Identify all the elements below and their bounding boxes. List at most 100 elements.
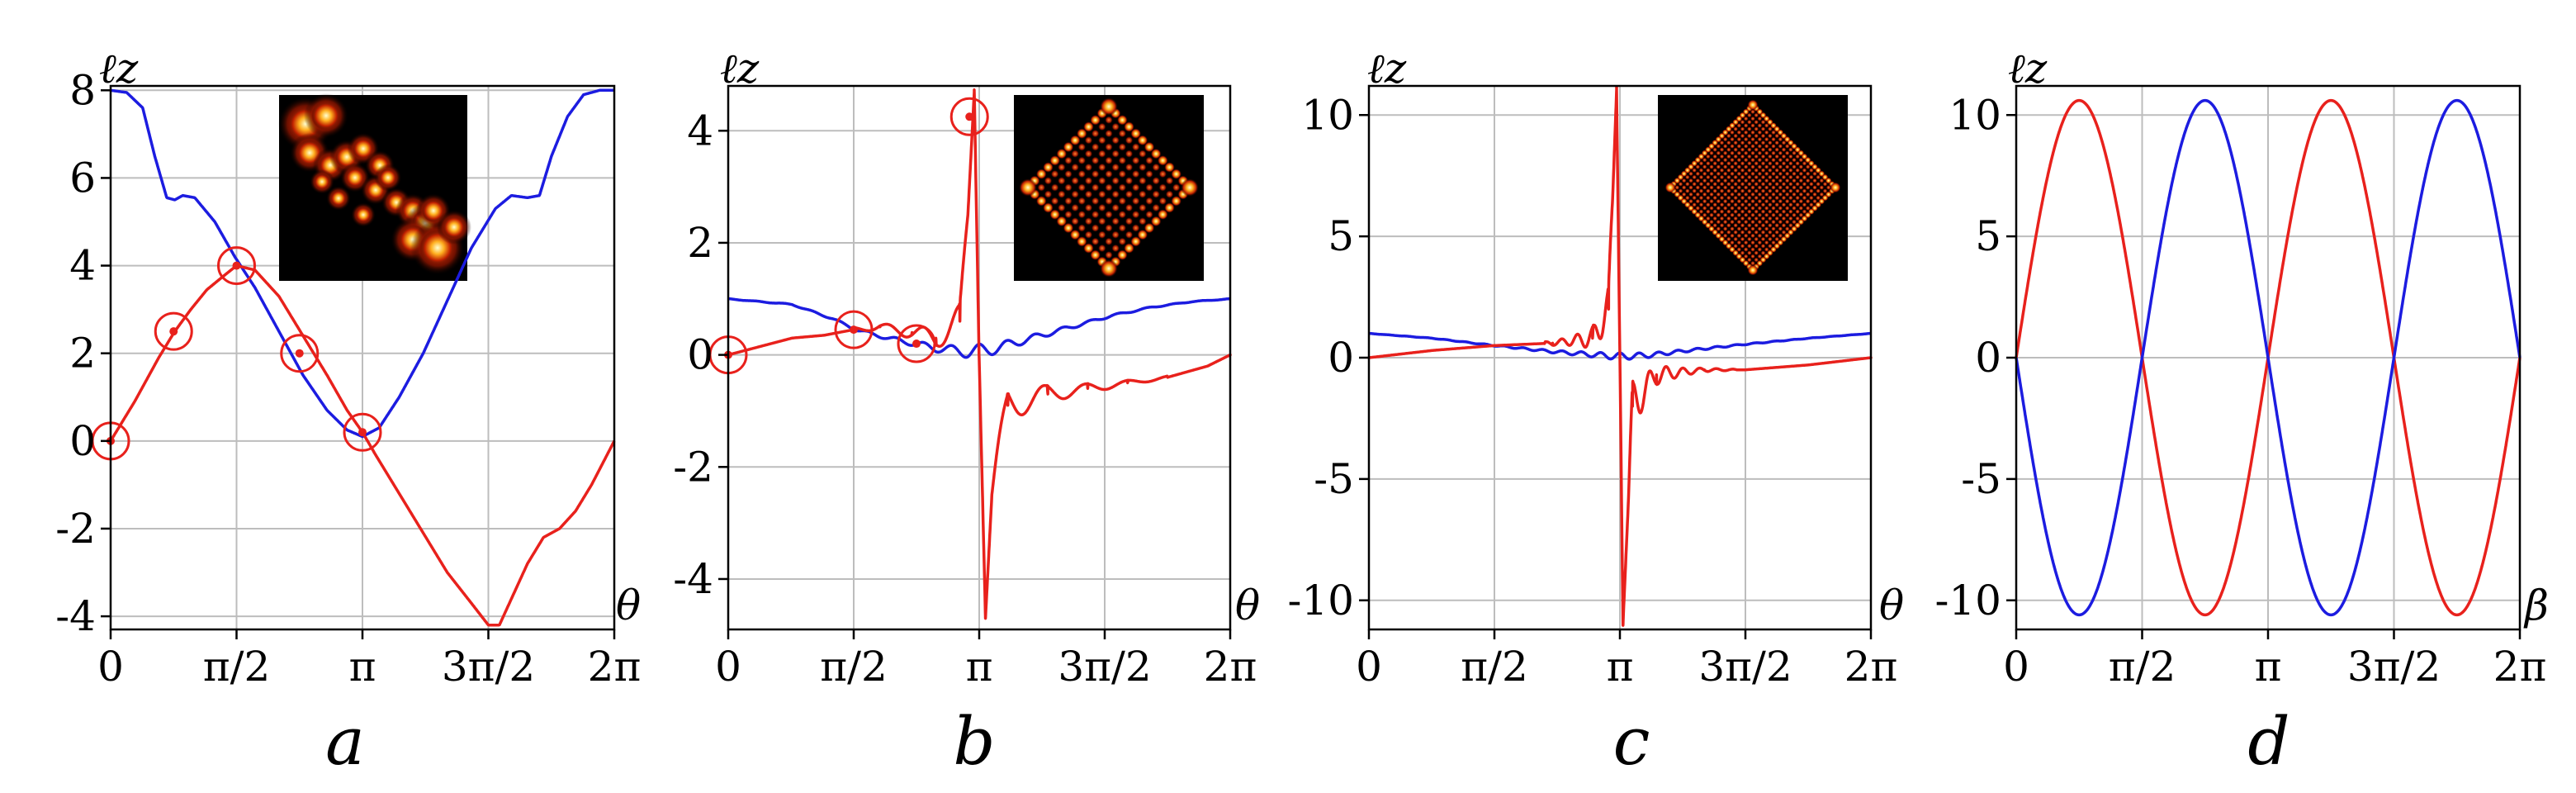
inset-spot [1150, 148, 1162, 159]
y-tick-label: 2 [69, 330, 96, 378]
inset-spot [1757, 198, 1763, 204]
inset-spot [1144, 141, 1155, 153]
inset-spot [1716, 178, 1721, 183]
inset-spot [1063, 141, 1074, 153]
inset-spot [1764, 164, 1769, 169]
inset-spot [1784, 206, 1790, 211]
inset-spot [1778, 185, 1783, 190]
inset-spot [1750, 109, 1755, 115]
y-tick-label: -10 [1287, 577, 1354, 624]
inset-spot [1097, 135, 1106, 145]
inset-spot [1681, 178, 1687, 183]
inset-spot [1071, 190, 1080, 199]
inset-spot [1722, 198, 1728, 204]
inset-spot [1757, 192, 1763, 197]
inset-spot [1767, 202, 1773, 207]
inset-spot [1138, 216, 1147, 226]
inset-spot [1044, 190, 1053, 199]
inset-spot [1760, 181, 1766, 187]
inset-spot [1819, 178, 1825, 183]
inset-spot [1057, 163, 1066, 172]
inset-spot [1684, 174, 1690, 180]
inset-spot [1084, 163, 1093, 172]
inset-spot [1805, 171, 1811, 177]
inset-spot [1760, 147, 1766, 153]
inset-spot [1736, 178, 1742, 183]
inset-spot [1795, 160, 1801, 166]
inset-spot [1688, 178, 1693, 183]
inset-spot [1795, 181, 1801, 187]
marker-circle [949, 97, 989, 136]
panel-d-frame [2015, 84, 2522, 631]
inset-spot [1767, 147, 1773, 153]
inset-spot [1730, 206, 1735, 211]
inset-spot [1778, 157, 1783, 163]
inset-spot [1733, 230, 1739, 235]
inset-spot [1736, 164, 1742, 169]
inset-spot [1788, 209, 1793, 215]
inset-spot [1781, 222, 1787, 228]
inset-spot [1767, 154, 1773, 159]
inset-spot [1784, 198, 1790, 204]
inset-spot [1692, 168, 1698, 173]
inset-spot [1802, 195, 1807, 201]
inset-spot [1716, 150, 1721, 156]
inset-spot [1792, 192, 1797, 197]
inset-spot [1111, 190, 1120, 199]
inset-spot [1097, 203, 1106, 212]
inset-spot [1695, 198, 1701, 204]
inset-spot [1077, 197, 1087, 206]
y-tick-label: 5 [1975, 212, 2001, 260]
inset-spot [1816, 188, 1821, 194]
inset-spot [1125, 216, 1134, 226]
inset-spot [1712, 160, 1718, 166]
panel-b-ylabel: ℓz [720, 45, 760, 93]
inset-spot [1760, 174, 1766, 180]
inset-spot [1716, 144, 1721, 149]
inset-spot [1712, 188, 1718, 194]
inset-spot [1037, 183, 1046, 192]
inset-spot [1726, 168, 1731, 173]
inset-spot [1798, 192, 1804, 197]
inset-spot [1712, 154, 1718, 159]
inset-spot [1746, 154, 1752, 159]
panel-a-chart: 0 π/2 π 3π/2 2π 8 6 4 2 0 -2 -4 ℓz θ a [55, 45, 641, 780]
inset-spot [1118, 224, 1127, 232]
inset-spot [1064, 210, 1073, 219]
inset-corner-spot [1181, 178, 1199, 197]
panel-b-chart: 0 π/2 π 3π/2 2π 4 2 0 -2 -4 ℓz θ b [673, 45, 1260, 780]
inset-spot [1091, 156, 1100, 165]
inset-spot [1158, 183, 1167, 192]
inset-spot [1097, 244, 1106, 253]
inset-spot [1774, 195, 1780, 201]
inset-spot [1726, 160, 1731, 166]
inset-spot [1125, 163, 1134, 172]
inset-spot [1105, 156, 1113, 165]
inset-spot [1754, 133, 1759, 139]
inset-spot [1736, 157, 1742, 163]
inset-spot [1767, 222, 1773, 228]
inset-spot [1736, 240, 1742, 245]
inset-spot [1784, 219, 1790, 225]
inset-spot [1698, 195, 1704, 201]
inset-spot [1788, 202, 1793, 207]
inset-spot [1792, 157, 1797, 163]
inset-spot [1754, 250, 1759, 256]
inset-spot [1688, 192, 1693, 197]
inset-corner-spot [1019, 178, 1037, 197]
inset-spot [1740, 160, 1745, 166]
inset-spot [1750, 233, 1755, 239]
inset-spot [1705, 154, 1711, 159]
inset-spot [1792, 171, 1797, 177]
marker-circle [217, 246, 256, 286]
inset-corner-spot [1747, 99, 1759, 111]
inset-spot [1757, 116, 1763, 121]
inset-spot [1757, 240, 1763, 245]
panel-a-xlabel: θ [616, 582, 641, 629]
inset-spot [1057, 190, 1066, 199]
inset-spot [1064, 169, 1073, 178]
marker-circle [154, 311, 193, 351]
inset-spot [1798, 171, 1804, 177]
inset-spot [1760, 216, 1766, 221]
y-tick-label: 10 [1301, 91, 1354, 139]
